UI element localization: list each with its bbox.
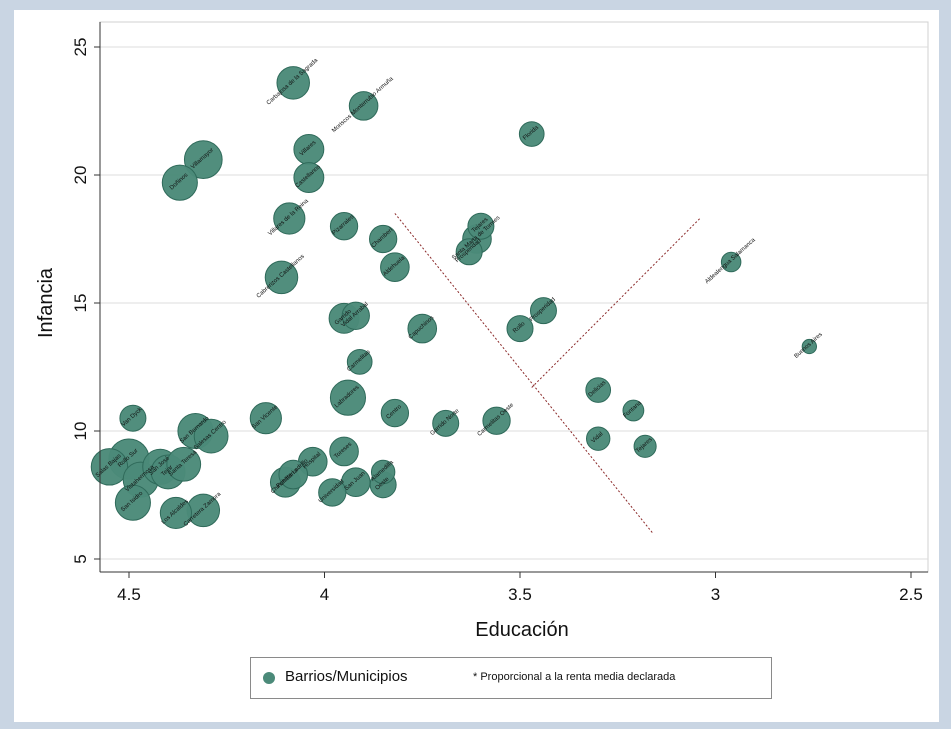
- guide-line-0: [394, 213, 654, 534]
- data-point-13: [380, 252, 410, 282]
- data-point-49: [114, 484, 151, 521]
- y-tick-label-2: 15: [71, 294, 90, 313]
- data-point-35: [329, 436, 359, 467]
- data-point-32: [633, 434, 657, 458]
- ticks-layer: 5 10 15 20 25 4.5 4 3.5 3 2.5: [71, 38, 923, 604]
- y-tick-label-3: 20: [71, 166, 90, 185]
- data-point-28: [482, 406, 511, 435]
- data-point-24: [329, 379, 367, 416]
- data-point-34: [193, 418, 229, 454]
- y-tick-label-0: 5: [71, 554, 90, 563]
- data-point-2: [518, 121, 545, 147]
- data-point-19: [529, 297, 557, 325]
- x-tick-label-3: 3: [711, 585, 720, 604]
- data-point-7: [273, 202, 306, 235]
- data-point-10: [467, 212, 495, 240]
- data-point-22: [346, 349, 373, 375]
- data-point-6: [293, 162, 325, 194]
- data-point-27: [432, 409, 460, 437]
- points-layer: Carbajosa de la Sagrada Moriscos Monterru…: [90, 57, 824, 530]
- data-point-17: [341, 301, 370, 330]
- data-point-42: [318, 478, 347, 507]
- data-point-31: [586, 426, 611, 451]
- x-tick-label-2: 3.5: [508, 585, 532, 604]
- data-point-14: [264, 260, 299, 295]
- data-point-29: [249, 402, 282, 435]
- legend-marker-icon: [263, 672, 275, 684]
- data-point-30: [119, 404, 147, 432]
- data-point-21: [801, 338, 817, 355]
- data-point-48: [166, 446, 202, 482]
- data-point-15: [720, 251, 742, 273]
- data-point-9: [369, 224, 398, 254]
- guide-lines: [394, 213, 701, 534]
- y-tick-label-4: 25: [71, 38, 90, 57]
- y-axis-title: Infancia: [35, 267, 57, 338]
- legend-label: Barrios/Municipios: [285, 668, 408, 685]
- data-point-23: [585, 377, 612, 403]
- x-tick-label-1: 4: [320, 585, 329, 604]
- data-point-26: [622, 399, 645, 422]
- gridlines: [100, 46, 928, 560]
- data-point-12: [455, 238, 483, 266]
- data-point-50: [159, 496, 193, 530]
- plot-area: [99, 21, 929, 573]
- data-point-38: [278, 459, 309, 490]
- data-point-20: [506, 315, 534, 343]
- data-point-3: [183, 140, 223, 179]
- axes: [99, 22, 928, 573]
- x-tick-label-0: 4.5: [117, 585, 141, 604]
- legend: Barrios/Municipios * Proporcional a la r…: [250, 657, 772, 699]
- data-point-18: [407, 313, 438, 344]
- y-tick-label-1: 10: [71, 422, 90, 441]
- x-axis-title: Educación: [475, 619, 568, 641]
- data-point-25: [380, 398, 410, 428]
- data-point-40: [370, 459, 396, 485]
- x-tick-label-4: 2.5: [899, 585, 923, 604]
- data-point-8: [329, 212, 359, 241]
- data-point-4: [161, 164, 198, 201]
- legend-note: * Proporcional a la renta media declarad…: [473, 671, 676, 683]
- data-point-0: [276, 66, 310, 100]
- data-point-1: [348, 91, 379, 121]
